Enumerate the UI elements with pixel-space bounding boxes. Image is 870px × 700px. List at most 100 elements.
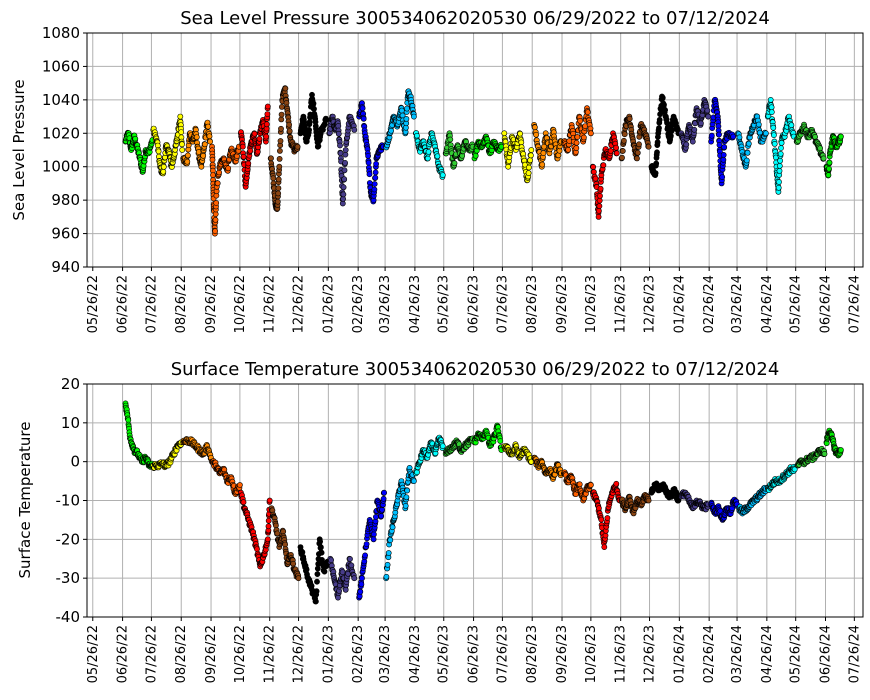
series-2 [180,119,213,170]
x-tick-label: 01/26/23 [321,275,336,333]
data-point [434,153,441,160]
data-point [363,541,370,547]
x-tick-label: 07/26/23 [495,275,510,333]
data-point [540,150,547,156]
data-point [402,502,409,509]
data-point [424,155,431,162]
data-point [736,134,743,141]
y-tick-label: 980 [51,191,80,209]
data-point [576,481,583,488]
data-point [597,185,604,192]
data-point [518,139,525,146]
chart-title: Sea Level Pressure 300534062020530 06/29… [180,8,770,29]
data-point [581,134,587,141]
data-point [365,152,371,159]
data-point [314,578,320,585]
data-point [383,573,390,580]
series-16 [589,130,620,220]
data-point [310,100,317,107]
data-point [656,125,662,132]
x-tick-label: 05/26/24 [789,625,804,683]
data-point [838,447,844,453]
data-point [607,147,614,154]
data-point [527,157,533,164]
y-tick-label: 960 [51,225,80,243]
data-point [247,147,254,154]
data-point [668,132,674,139]
series-10 [412,130,446,180]
series-15 [561,469,594,504]
data-point [596,203,603,209]
series-18 [648,480,682,504]
chart-title: Surface Temperature 300534062020530 06/2… [171,359,780,380]
series-6 [297,536,332,605]
x-tick-label: 08/26/22 [174,625,189,683]
data-point [613,480,620,487]
data-point [410,478,417,484]
sea-level-pressure-plot: Sea Level Pressure 300534062020530 06/29… [10,8,864,333]
data-point [314,571,321,577]
series-5 [268,505,302,582]
data-point [278,104,285,110]
data-point [654,149,660,156]
data-point [720,156,727,163]
x-tick-label: 06/26/22 [116,625,131,683]
data-point [591,169,597,175]
data-point [359,575,365,582]
x-tick-label: 07/26/24 [847,275,862,333]
series-19 [678,97,712,153]
x-tick-label: 05/26/23 [437,275,452,333]
data-point [626,115,633,122]
data-point [378,513,385,519]
x-tick-label: 03/26/23 [378,625,393,683]
series-20 [708,96,737,187]
data-point [745,140,752,147]
series-24 [823,132,844,179]
data-point [708,132,715,139]
series-18 [648,93,682,178]
data-point [602,532,609,539]
data-point [704,107,711,114]
data-point [668,128,675,134]
data-point [587,125,594,132]
data-point [621,137,627,144]
data-point [645,497,652,504]
series-3 [209,458,243,497]
data-point [788,122,795,129]
data-point [698,120,704,127]
data-point [596,505,602,512]
data-point [532,124,538,131]
data-point [372,174,379,181]
x-tick-label: 02/26/24 [702,625,717,683]
data-point [225,165,232,172]
series-9 [383,88,417,151]
data-point [403,116,410,122]
data-point [525,170,532,176]
data-point [619,148,626,154]
data-point [592,175,599,182]
data-point [414,132,420,139]
y-tick-label: -10 [56,492,81,510]
data-point [270,175,277,182]
x-tick-label: 07/26/24 [847,625,862,683]
series-14 [531,454,564,482]
data-point [771,140,778,147]
data-point [573,139,580,146]
data-point [337,142,343,149]
x-tick-label: 10/26/22 [233,275,248,333]
x-tick-label: 11/26/22 [263,625,278,683]
data-point [634,149,641,156]
data-point [347,556,353,562]
data-point [311,106,317,112]
data-point [348,562,355,569]
series-10 [412,434,446,477]
data-point [755,121,762,128]
data-point [264,536,271,543]
y-tick-label: 1000 [42,158,80,176]
data-point [245,160,252,167]
x-tick-label: 02/26/24 [702,275,717,333]
x-tick-label: 10/26/22 [233,625,248,683]
data-point [328,557,334,563]
data-point [662,107,668,113]
x-tick-label: 02/26/23 [351,625,366,683]
